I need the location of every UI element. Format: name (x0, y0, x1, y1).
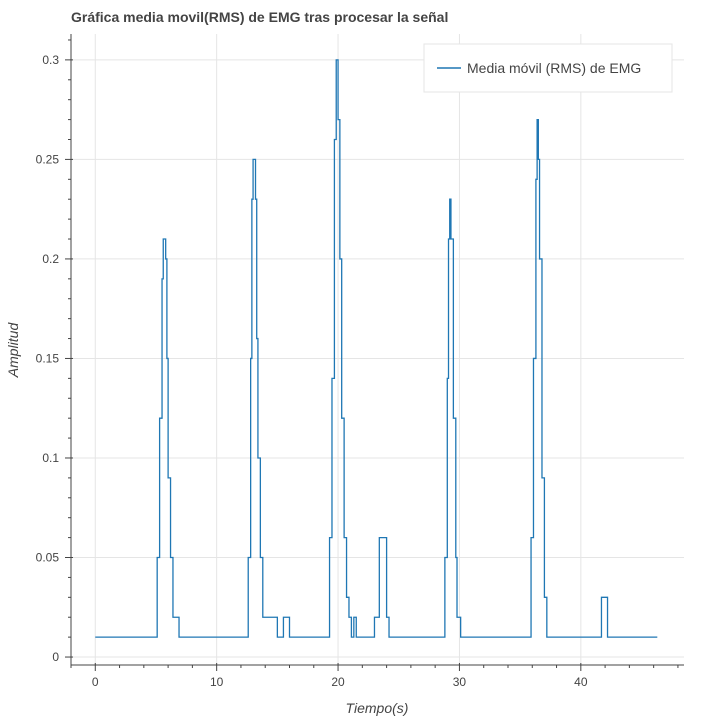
y-tick-label: 0.15 (36, 351, 60, 365)
chart-title: Gráfica media movil(RMS) de EMG tras pro… (71, 9, 448, 25)
series-layer (95, 59, 658, 638)
legend-box (423, 43, 673, 93)
series-line (95, 59, 658, 638)
legend: Media móvil (RMS) de EMG (423, 43, 673, 93)
y-tick-label: 0.05 (36, 551, 60, 565)
y-tick-label: 0 (52, 650, 59, 664)
y-tick-label: 0.3 (42, 53, 59, 67)
y-tick-label: 0.1 (42, 451, 59, 465)
y-tick-label: 0.25 (36, 152, 60, 166)
x-axis-label: Tiempo(s) (346, 700, 409, 716)
y-tick-label: 0.2 (42, 252, 59, 266)
x-tick-label: 40 (574, 675, 588, 689)
x-tick-label: 30 (453, 675, 467, 689)
legend-label: Media móvil (RMS) de EMG (467, 60, 641, 76)
axes: 0 10 20 30 40 0 0.05 0.1 0.15 0.2 0.25 0.3 (36, 34, 684, 689)
grid (71, 34, 684, 665)
y-axis-label: Amplitud (5, 322, 21, 379)
x-tick-label: 20 (331, 675, 345, 689)
x-tick-label: 0 (92, 675, 99, 689)
x-tick-label: 10 (210, 675, 224, 689)
